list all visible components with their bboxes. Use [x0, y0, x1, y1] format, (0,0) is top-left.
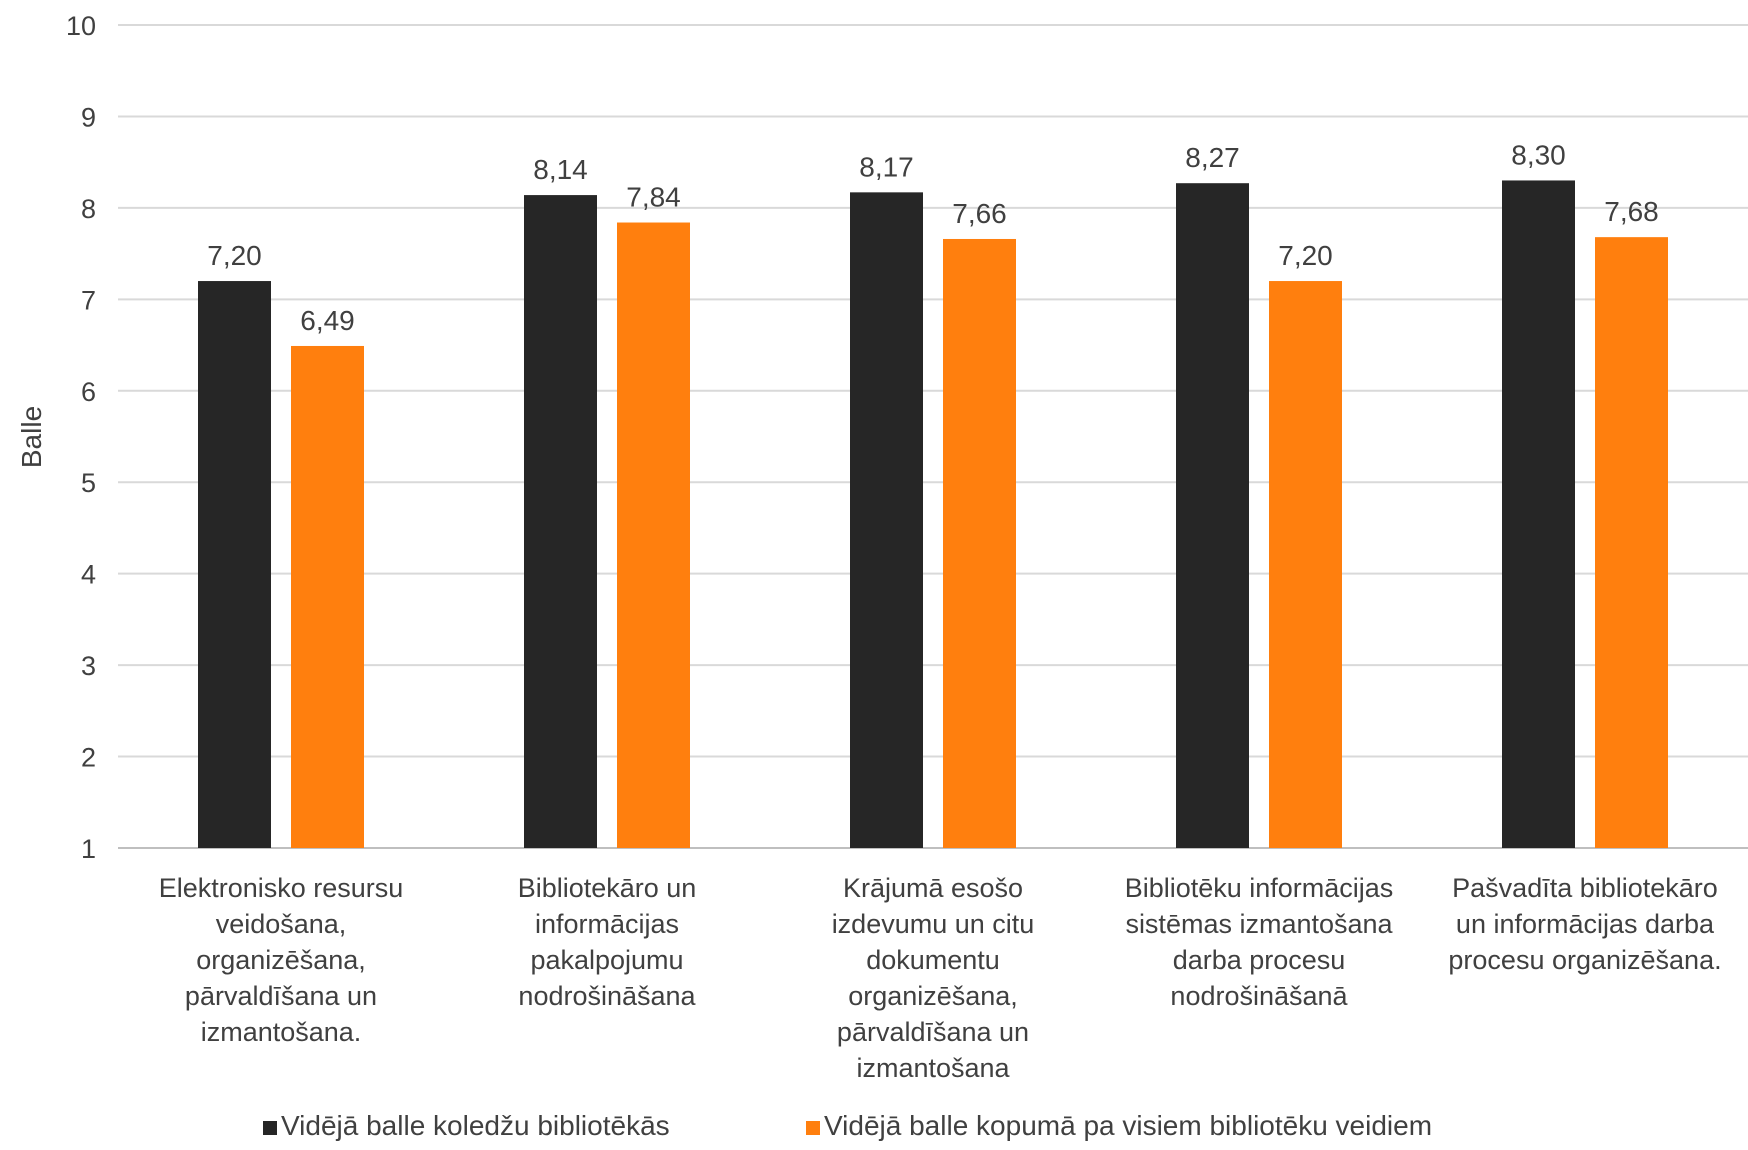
category-label: nodrošināšana: [518, 981, 696, 1011]
y-tick-label: 9: [81, 102, 96, 132]
data-labels: 7,20 6,49 8,14 7,84 8,17 7,66 8,27 7,20 8,30 7,68: [207, 139, 1659, 336]
bar-series-1-cat-2: [524, 195, 597, 848]
category-label: pārvaldīšana un: [837, 1017, 1029, 1047]
data-label: 7,20: [207, 240, 262, 271]
bar-series-1-cat-5: [1502, 180, 1575, 848]
legend-label: Vidējā balle koledžu bibliotēkās: [281, 1110, 670, 1141]
y-axis-ticks: 1 2 3 4 5 6 7 8 9 10: [66, 11, 96, 864]
legend-swatch: [263, 1121, 277, 1135]
category-label: pakalpojumu: [530, 945, 683, 975]
category-label: organizēšana,: [848, 981, 1018, 1011]
bar-series-1-cat-4: [1176, 183, 1249, 849]
bars: [198, 180, 1668, 849]
bar-series-2-cat-3: [943, 238, 1016, 849]
y-tick-label: 3: [81, 651, 96, 681]
legend-swatch: [806, 1121, 820, 1135]
category-label: Bibliotēku informācijas: [1125, 873, 1394, 903]
y-tick-label: 7: [81, 285, 96, 315]
category-label: pārvaldīšana un: [185, 981, 377, 1011]
category-label: Elektronisko resursu: [159, 873, 404, 903]
y-tick-label: 4: [81, 560, 96, 590]
data-label: 7,66: [952, 198, 1007, 229]
data-label: 8,17: [859, 151, 914, 182]
category-label: Pašvadīta bibliotekāro: [1452, 873, 1718, 903]
data-label: 6,49: [300, 305, 355, 336]
bar-series-2-cat-1: [291, 345, 364, 848]
category-label: darba procesu: [1173, 945, 1346, 975]
y-tick-label: 5: [81, 468, 96, 498]
category-label: izmantošana: [856, 1053, 1010, 1083]
gridlines: [118, 24, 1748, 849]
category-label: procesu organizēšana.: [1448, 945, 1721, 975]
bar-series-1-cat-3: [850, 192, 923, 849]
category-label: izdevumu un citu: [832, 909, 1035, 939]
category-label: Bibliotekāro un: [518, 873, 697, 903]
data-label: 7,68: [1604, 196, 1659, 227]
legend: Vidējā balle koledžu bibliotēkās Vidējā b…: [263, 1110, 1432, 1141]
y-tick-label: 8: [81, 194, 96, 224]
data-label: 8,27: [1185, 142, 1240, 173]
category-label: izmantošana.: [201, 1017, 362, 1047]
bar-series-2-cat-5: [1595, 237, 1668, 848]
data-label: 8,14: [533, 154, 588, 185]
y-tick-label: 2: [81, 743, 96, 773]
y-tick-label: 1: [81, 834, 96, 864]
category-label: informācijas: [535, 909, 679, 939]
legend-label: Vidējā balle kopumā pa visiem bibliotēku…: [824, 1110, 1432, 1141]
category-labels: Elektronisko resursu veidošana, organizēša…: [159, 873, 1722, 1083]
data-label: 7,84: [626, 182, 681, 213]
category-label: sistēmas izmantošana: [1125, 909, 1393, 939]
category-label: dokumentu: [866, 945, 1000, 975]
bar-series-1-cat-1: [198, 281, 271, 848]
bar-series-2-cat-2: [617, 222, 690, 848]
category-label: Krājumā esošo: [843, 873, 1023, 903]
data-label: 7,20: [1278, 240, 1333, 271]
bar-series-2-cat-4: [1269, 281, 1342, 848]
data-label: 8,30: [1511, 139, 1566, 170]
category-label: un informācijas darba: [1456, 909, 1715, 939]
category-label: veidošana,: [216, 909, 347, 939]
y-tick-label: 10: [66, 11, 96, 41]
y-tick-label: 6: [81, 377, 96, 407]
category-label: nodrošināšanā: [1170, 981, 1348, 1011]
category-label: organizēšana,: [196, 945, 366, 975]
y-axis-title: Balle: [16, 406, 47, 468]
